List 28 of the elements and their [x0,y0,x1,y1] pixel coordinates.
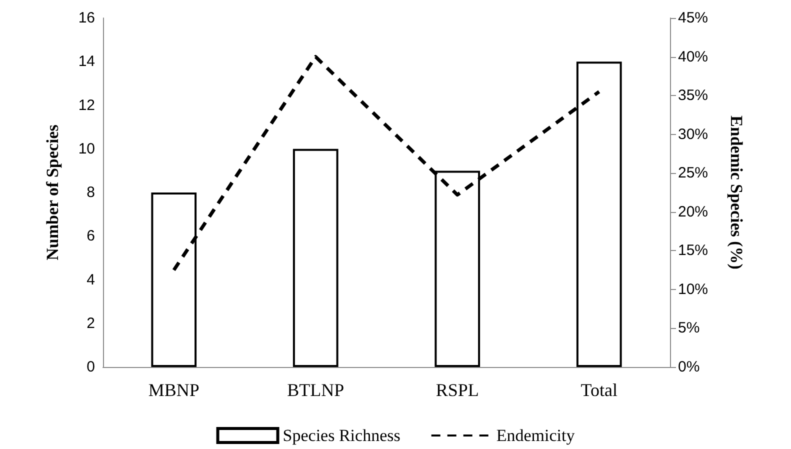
legend-label: Species Richness [282,426,400,445]
y-tick-label: 6 [86,228,95,245]
y2-tick-label: 10% [678,280,708,298]
y2-tick-label: 20% [678,203,708,220]
y-tick-label: 16 [78,10,95,26]
legend-label: Endemicity [496,426,576,445]
y2-tick-label: 25% [678,164,708,182]
y2-tick-label: 30% [678,126,708,143]
y-tick-label: 2 [86,314,95,332]
y-axis-title: Number of Species [43,124,62,260]
y-tick-label: 8 [86,184,95,201]
y2-tick-label: 5% [678,320,700,337]
y2-tick-label: 0% [678,358,700,376]
bar [292,148,338,367]
y2-tick-label: 35% [678,87,708,104]
x-tick-label: RSPL [436,380,479,400]
y-tick-label: 12 [78,96,95,114]
y2-tick-label: 40% [678,48,708,66]
x-tick-label: Total [580,380,618,400]
y2-tick-label: 15% [678,242,708,260]
y2-tick-label: 45% [678,10,708,26]
y-tick-label: 0 [86,358,95,376]
x-tick-label: BTLNP [287,380,344,400]
x-tick-label: MBNP [148,380,200,400]
y-tick-label: 10 [78,140,95,158]
y2-axis-title: Endemic Species (%) [727,116,746,270]
y-tick-label: 4 [86,271,95,288]
y-tick-label: 14 [78,53,95,70]
